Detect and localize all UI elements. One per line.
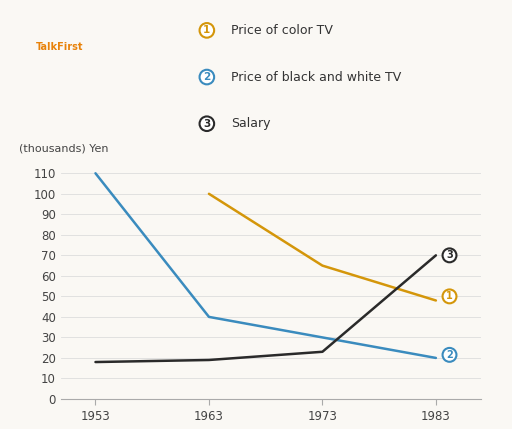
- Text: 1: 1: [203, 25, 210, 35]
- Text: Price of black and white TV: Price of black and white TV: [231, 70, 402, 84]
- Text: 2: 2: [203, 72, 210, 82]
- Text: (thousands) Yen: (thousands) Yen: [19, 144, 109, 154]
- Text: 3: 3: [203, 119, 210, 129]
- Text: 3: 3: [446, 251, 453, 260]
- Text: Salary: Salary: [231, 117, 271, 130]
- Text: 1: 1: [446, 291, 453, 302]
- Text: 2: 2: [446, 350, 453, 360]
- Text: Price of color TV: Price of color TV: [231, 24, 333, 37]
- Text: TalkFirst: TalkFirst: [36, 42, 83, 52]
